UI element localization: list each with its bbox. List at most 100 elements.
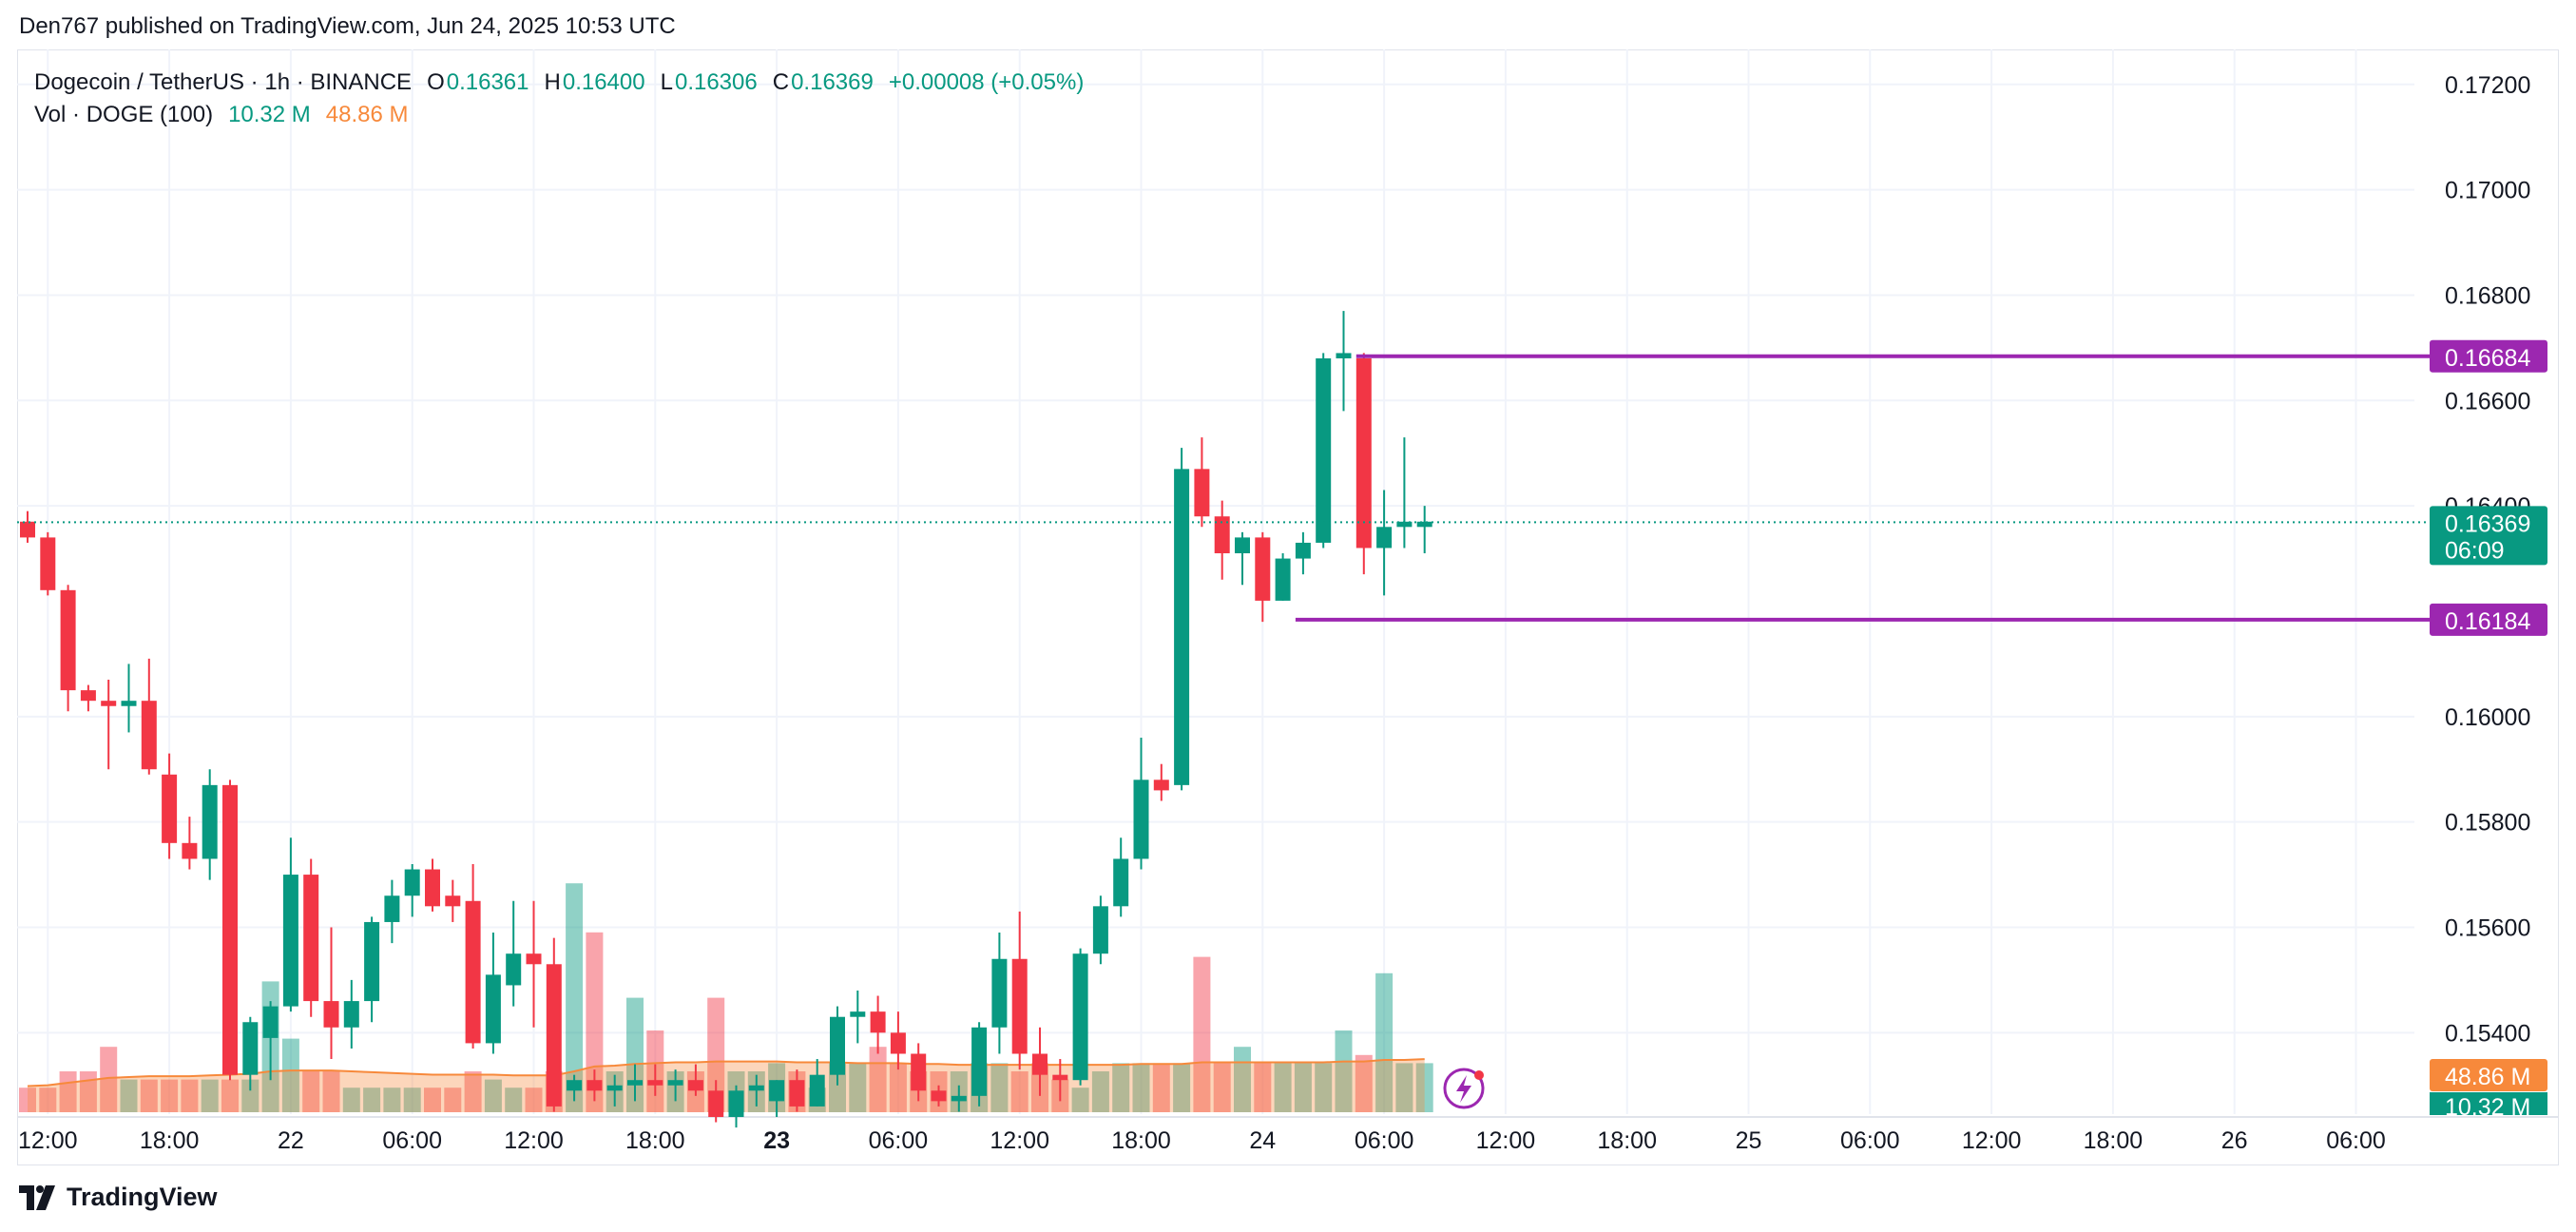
volume-bar: [1193, 956, 1211, 1112]
candle-body: [404, 869, 420, 896]
candle-body: [1194, 469, 1210, 517]
time-axis: 12:00 18:00 22 06:00 12:00 18:00 23 06:00 12:00 1…: [18, 1127, 2386, 1154]
time-tick-label: 12:00: [1962, 1127, 2022, 1154]
volume-bar: [281, 1038, 299, 1112]
time-tick-label: 12:00: [990, 1127, 1049, 1154]
horizontal-levels: [17, 354, 2430, 622]
candle-body: [162, 774, 178, 843]
candle-body: [242, 1022, 259, 1075]
candle-body: [141, 701, 157, 770]
volume-bar: [221, 1079, 239, 1112]
volume-bar: [383, 1088, 401, 1112]
volume-ma-line: [27, 1058, 1425, 1088]
symbol-title[interactable]: Dogecoin / TetherUS · 1h · BINANCE: [34, 69, 413, 95]
open-value: 0.16361: [446, 69, 529, 95]
volume-bar: [1213, 1063, 1231, 1112]
time-tick-label: 06:00: [2326, 1127, 2386, 1154]
footer-brand[interactable]: TradingView: [19, 1183, 218, 1212]
price-tick-label: 0.16800: [2445, 282, 2530, 309]
candle-body: [647, 1080, 663, 1086]
candle-body: [222, 784, 238, 1075]
candle-body: [809, 1074, 825, 1107]
volume-value: 10.32 M: [228, 102, 311, 127]
time-tick-label: 12:00: [504, 1127, 564, 1154]
volume-bar: [1274, 1063, 1292, 1112]
volume-title[interactable]: Vol · DOGE (100): [34, 102, 214, 127]
volume-bar: [1395, 1063, 1413, 1112]
volume-bar: [1315, 1063, 1333, 1112]
volume-bar: [161, 1079, 179, 1112]
price-tick-label: 0.17200: [2445, 72, 2530, 99]
candle-body: [890, 1032, 906, 1054]
level-price-badge-text: 0.16684: [2445, 345, 2530, 372]
replay-icon[interactable]: [1443, 1068, 1485, 1109]
candle-body: [1011, 958, 1028, 1054]
candle-body: [606, 1085, 623, 1091]
candle-body: [728, 1090, 744, 1117]
volume-bar: [525, 1088, 543, 1112]
low-label: L: [660, 69, 673, 95]
candle-body: [1174, 469, 1190, 785]
price-tick-label: 0.16000: [2445, 704, 2530, 731]
high-value: 0.16400: [562, 69, 645, 95]
tradingview-logo-icon: [19, 1184, 55, 1210]
candle-body: [182, 842, 198, 859]
candle-body: [1235, 537, 1250, 554]
volume-bar: [424, 1088, 441, 1112]
time-tick-label: 18:00: [2084, 1127, 2143, 1154]
volume-bar: [39, 1088, 57, 1112]
volume-ma-badge: [2430, 1059, 2547, 1091]
volume-bar: [1375, 972, 1394, 1112]
volume-bar: [181, 1079, 199, 1112]
volume-bar: [1415, 1063, 1433, 1112]
candle-body: [20, 521, 35, 538]
candle-body: [911, 1053, 927, 1091]
volume-bar: [1335, 1030, 1353, 1112]
volume-bar: [19, 1088, 36, 1112]
candle-body: [789, 1080, 805, 1107]
candle-body: [80, 690, 96, 702]
time-tick-label: 12:00: [18, 1127, 78, 1154]
volume-bar: [363, 1088, 381, 1112]
level-price-badge: [2430, 339, 2547, 373]
candle-body: [870, 1011, 886, 1033]
candle-body: [303, 875, 319, 1002]
level-price-badge-text: 0.16184: [2445, 608, 2530, 635]
candle-body: [1355, 357, 1372, 549]
candle-body: [1295, 542, 1311, 559]
lightning-icon: [1456, 1075, 1471, 1103]
candle-body: [748, 1085, 764, 1091]
volume-bar: [849, 1063, 867, 1112]
candle-body: [445, 895, 461, 907]
publisher-credit: Den767 published on TradingView.com, Jun…: [19, 13, 676, 39]
candle-body: [1316, 357, 1332, 543]
time-tick-label: 18:00: [1111, 1127, 1171, 1154]
volume-bar: [829, 1063, 846, 1112]
time-tick-label: 18:00: [625, 1127, 685, 1154]
volume-bar: [241, 1079, 260, 1112]
candle-body: [627, 1080, 643, 1086]
volume-bar: [201, 1079, 219, 1112]
candle-body: [769, 1080, 785, 1102]
time-tick-label: 23: [763, 1127, 790, 1154]
volume-bar: [990, 1063, 1009, 1112]
brand-name: TradingView: [67, 1183, 218, 1211]
candle-body: [1214, 516, 1230, 554]
volume-bar: [1173, 1063, 1191, 1112]
time-tick-label: 26: [2221, 1127, 2248, 1154]
close-label: C: [772, 69, 790, 95]
high-label: H: [544, 69, 561, 95]
candle-body: [1416, 521, 1432, 528]
volume-bar: [889, 1063, 907, 1112]
candle-body: [1052, 1074, 1068, 1081]
time-tick-label: 24: [1249, 1127, 1276, 1154]
time-tick-label: 12:00: [1476, 1127, 1536, 1154]
volume-bar: [1294, 1063, 1312, 1112]
volume-bar: [1152, 1063, 1170, 1112]
candle-body: [121, 701, 137, 706]
volume-bar: [1071, 1088, 1089, 1112]
open-label: O: [427, 69, 445, 95]
candle-body: [425, 869, 440, 907]
candle-body: [931, 1090, 947, 1102]
